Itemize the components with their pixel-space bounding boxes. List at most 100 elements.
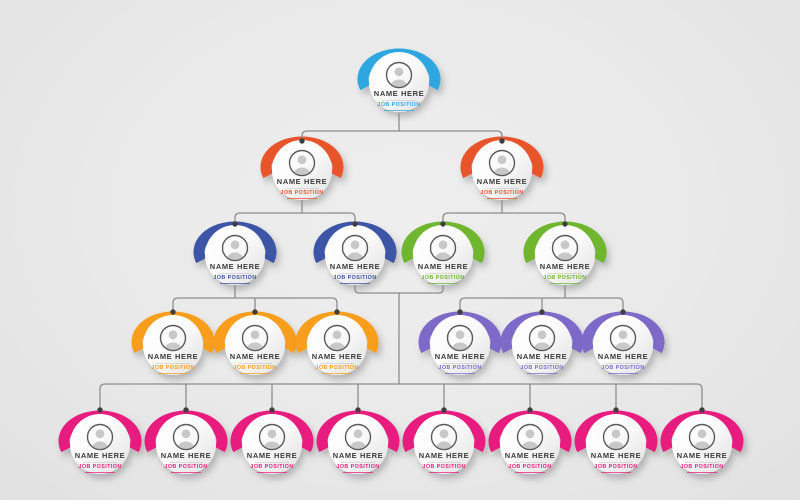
node-position: JOB POSITION xyxy=(354,102,444,111)
name-divider xyxy=(238,363,272,364)
org-node-5: NAME HERE JOB POSITION xyxy=(310,219,400,297)
org-node-9: NAME HERE JOB POSITION xyxy=(210,309,300,387)
org-node-8: NAME HERE JOB POSITION xyxy=(128,309,218,387)
node-name: NAME HERE xyxy=(229,352,281,361)
node-name: NAME HERE xyxy=(147,352,199,361)
node-graphic xyxy=(213,311,297,375)
node-graphic xyxy=(313,221,397,285)
name-divider xyxy=(83,462,117,463)
name-divider xyxy=(320,363,354,364)
org-node-18: NAME HERE JOB POSITION xyxy=(399,408,489,486)
node-name: NAME HERE xyxy=(434,352,486,361)
node-position: JOB POSITION xyxy=(210,365,300,374)
node-position: JOB POSITION xyxy=(310,275,400,284)
node-name: NAME HERE xyxy=(476,177,528,186)
node-name: NAME HERE xyxy=(246,451,298,460)
name-divider xyxy=(255,462,289,463)
node-name: NAME HERE xyxy=(160,451,212,460)
node-position: JOB POSITION xyxy=(415,365,505,374)
name-divider xyxy=(525,363,559,364)
node-name: NAME HERE xyxy=(417,262,469,271)
node-name: NAME HERE xyxy=(504,451,556,460)
node-graphic xyxy=(418,311,502,375)
node-position: JOB POSITION xyxy=(657,464,747,473)
node-graphic xyxy=(131,311,215,375)
org-node-3: NAME HERE JOB POSITION xyxy=(457,134,547,212)
node-graphic xyxy=(58,410,142,474)
org-node-20: NAME HERE JOB POSITION xyxy=(571,408,661,486)
name-divider xyxy=(218,273,252,274)
name-divider xyxy=(338,273,372,274)
org-node-19: NAME HERE JOB POSITION xyxy=(485,408,575,486)
node-position: JOB POSITION xyxy=(257,190,347,199)
node-name: NAME HERE xyxy=(74,451,126,460)
name-divider xyxy=(382,100,416,101)
node-graphic xyxy=(260,136,344,200)
node-position: JOB POSITION xyxy=(313,464,403,473)
name-divider xyxy=(341,462,375,463)
org-node-16: NAME HERE JOB POSITION xyxy=(227,408,317,486)
name-divider xyxy=(169,462,203,463)
node-graphic xyxy=(401,221,485,285)
node-position: JOB POSITION xyxy=(398,275,488,284)
node-graphic xyxy=(460,136,544,200)
name-divider xyxy=(513,462,547,463)
node-graphic xyxy=(144,410,228,474)
node-position: JOB POSITION xyxy=(55,464,145,473)
node-graphic xyxy=(316,410,400,474)
name-divider xyxy=(443,363,477,364)
node-position: JOB POSITION xyxy=(128,365,218,374)
org-node-6: NAME HERE JOB POSITION xyxy=(398,219,488,297)
node-graphic xyxy=(193,221,277,285)
node-graphic xyxy=(500,311,584,375)
node-graphic xyxy=(660,410,744,474)
org-node-4: NAME HERE JOB POSITION xyxy=(190,219,280,297)
node-position: JOB POSITION xyxy=(457,190,547,199)
node-position: JOB POSITION xyxy=(190,275,280,284)
node-name: NAME HERE xyxy=(332,451,384,460)
node-position: JOB POSITION xyxy=(399,464,489,473)
node-name: NAME HERE xyxy=(516,352,568,361)
name-divider xyxy=(599,462,633,463)
node-name: NAME HERE xyxy=(676,451,728,460)
org-node-14: NAME HERE JOB POSITION xyxy=(55,408,145,486)
org-node-21: NAME HERE JOB POSITION xyxy=(657,408,747,486)
node-graphic xyxy=(230,410,314,474)
node-name: NAME HERE xyxy=(597,352,649,361)
node-name: NAME HERE xyxy=(276,177,328,186)
node-name: NAME HERE xyxy=(311,352,363,361)
name-divider xyxy=(485,188,519,189)
org-node-12: NAME HERE JOB POSITION xyxy=(497,309,587,387)
org-node-15: NAME HERE JOB POSITION xyxy=(141,408,231,486)
node-position: JOB POSITION xyxy=(227,464,317,473)
node-position: JOB POSITION xyxy=(141,464,231,473)
name-divider xyxy=(285,188,319,189)
node-graphic xyxy=(523,221,607,285)
node-position: JOB POSITION xyxy=(571,464,661,473)
name-divider xyxy=(427,462,461,463)
org-node-7: NAME HERE JOB POSITION xyxy=(520,219,610,297)
node-name: NAME HERE xyxy=(539,262,591,271)
name-divider xyxy=(685,462,719,463)
node-graphic xyxy=(488,410,572,474)
org-node-17: NAME HERE JOB POSITION xyxy=(313,408,403,486)
name-divider xyxy=(548,273,582,274)
node-name: NAME HERE xyxy=(209,262,261,271)
org-node-13: NAME HERE JOB POSITION xyxy=(578,309,668,387)
node-position: JOB POSITION xyxy=(497,365,587,374)
node-position: JOB POSITION xyxy=(578,365,668,374)
node-graphic xyxy=(574,410,658,474)
org-node-1: NAME HERE JOB POSITION xyxy=(354,46,444,124)
node-position: JOB POSITION xyxy=(292,365,382,374)
node-name: NAME HERE xyxy=(590,451,642,460)
node-name: NAME HERE xyxy=(329,262,381,271)
node-graphic xyxy=(357,48,441,112)
name-divider xyxy=(156,363,190,364)
node-position: JOB POSITION xyxy=(520,275,610,284)
org-node-10: NAME HERE JOB POSITION xyxy=(292,309,382,387)
node-graphic xyxy=(295,311,379,375)
node-name: NAME HERE xyxy=(373,89,425,98)
org-node-2: NAME HERE JOB POSITION xyxy=(257,134,347,212)
node-name: NAME HERE xyxy=(418,451,470,460)
